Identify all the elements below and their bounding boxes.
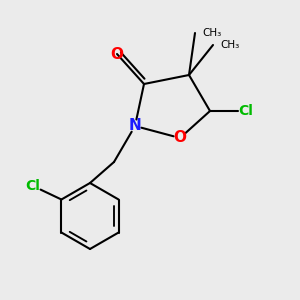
Text: N: N — [129, 118, 141, 134]
Text: CH₃: CH₃ — [220, 40, 240, 50]
Text: CH₃: CH₃ — [202, 28, 222, 38]
Text: Cl: Cl — [238, 104, 253, 118]
Text: O: O — [173, 130, 187, 146]
Text: Cl: Cl — [26, 179, 40, 193]
Text: O: O — [110, 46, 124, 62]
